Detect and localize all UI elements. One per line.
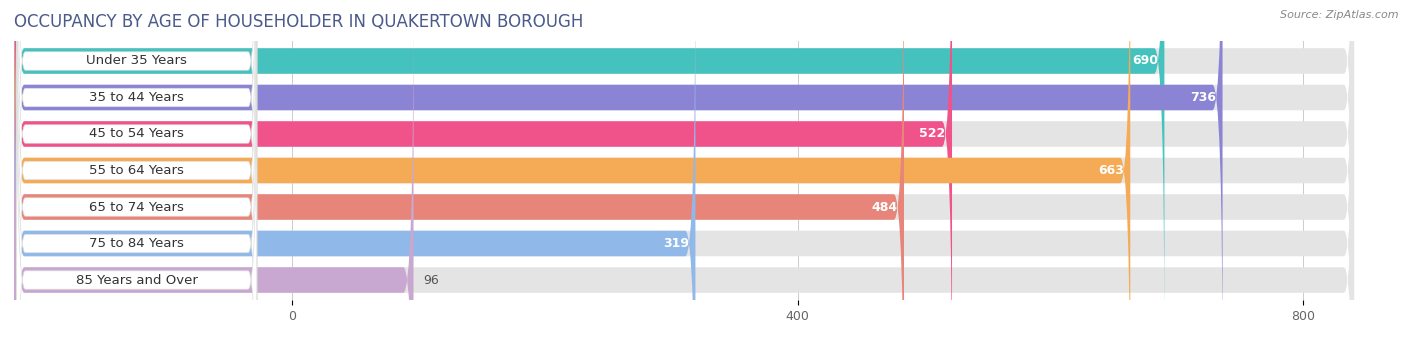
- FancyBboxPatch shape: [14, 0, 1354, 341]
- FancyBboxPatch shape: [14, 0, 696, 341]
- FancyBboxPatch shape: [17, 0, 257, 341]
- Text: 85 Years and Over: 85 Years and Over: [76, 273, 198, 286]
- Text: 522: 522: [920, 128, 946, 140]
- FancyBboxPatch shape: [14, 1, 413, 341]
- FancyBboxPatch shape: [17, 41, 257, 341]
- Text: Source: ZipAtlas.com: Source: ZipAtlas.com: [1281, 10, 1399, 20]
- Text: 65 to 74 Years: 65 to 74 Years: [89, 201, 184, 213]
- FancyBboxPatch shape: [14, 0, 952, 341]
- FancyBboxPatch shape: [14, 0, 1354, 341]
- FancyBboxPatch shape: [17, 4, 257, 341]
- Text: 319: 319: [664, 237, 689, 250]
- Text: 75 to 84 Years: 75 to 84 Years: [89, 237, 184, 250]
- FancyBboxPatch shape: [17, 0, 257, 300]
- FancyBboxPatch shape: [14, 0, 904, 341]
- FancyBboxPatch shape: [14, 0, 1164, 340]
- Text: 663: 663: [1098, 164, 1123, 177]
- FancyBboxPatch shape: [17, 0, 257, 337]
- FancyBboxPatch shape: [14, 0, 1223, 341]
- FancyBboxPatch shape: [17, 0, 257, 341]
- FancyBboxPatch shape: [14, 0, 1354, 341]
- FancyBboxPatch shape: [14, 0, 1130, 341]
- Text: 45 to 54 Years: 45 to 54 Years: [89, 128, 184, 140]
- FancyBboxPatch shape: [17, 0, 257, 341]
- Text: OCCUPANCY BY AGE OF HOUSEHOLDER IN QUAKERTOWN BOROUGH: OCCUPANCY BY AGE OF HOUSEHOLDER IN QUAKE…: [14, 13, 583, 31]
- FancyBboxPatch shape: [14, 0, 1354, 341]
- Text: 35 to 44 Years: 35 to 44 Years: [89, 91, 184, 104]
- FancyBboxPatch shape: [14, 0, 1354, 340]
- Text: Under 35 Years: Under 35 Years: [86, 55, 187, 68]
- FancyBboxPatch shape: [14, 1, 1354, 341]
- Text: 96: 96: [423, 273, 440, 286]
- Text: 690: 690: [1132, 55, 1159, 68]
- FancyBboxPatch shape: [14, 0, 1354, 341]
- Text: 736: 736: [1191, 91, 1216, 104]
- Text: 55 to 64 Years: 55 to 64 Years: [89, 164, 184, 177]
- Text: 484: 484: [872, 201, 897, 213]
